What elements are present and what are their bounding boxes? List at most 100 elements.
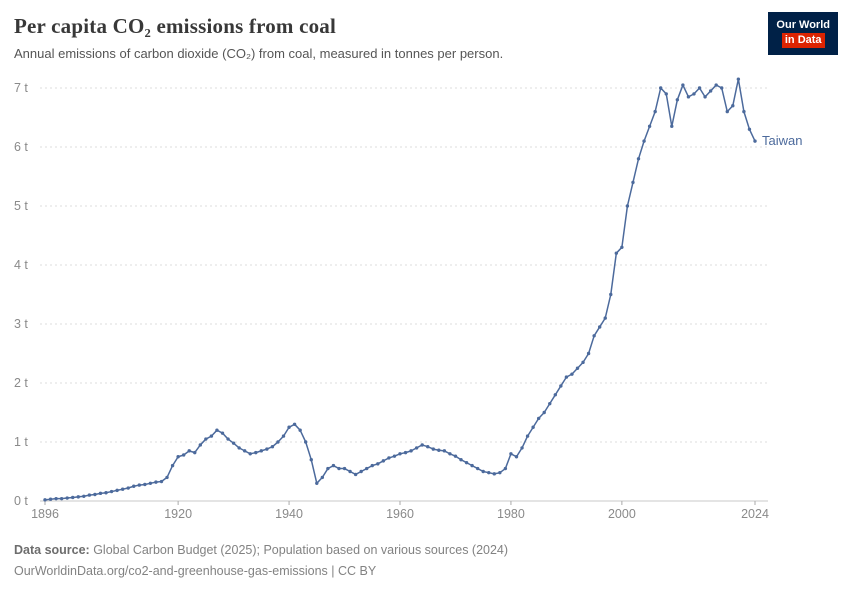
data-point [292, 422, 297, 426]
data-point [87, 493, 92, 497]
data-point [503, 466, 508, 471]
data-point [137, 483, 141, 487]
data-point [475, 466, 480, 471]
data-point [98, 491, 103, 496]
data-point [609, 292, 613, 297]
data-point [520, 446, 524, 450]
data-point [614, 251, 619, 255]
data-source-text: Global Carbon Budget (2025); Population … [89, 543, 509, 557]
data-point [625, 204, 630, 208]
data-point [154, 480, 158, 484]
data-point [542, 410, 546, 415]
data-point [132, 484, 136, 488]
data-point [93, 492, 97, 497]
data-point [409, 449, 413, 453]
data-point [276, 440, 280, 444]
data-point [392, 454, 397, 458]
data-point [104, 491, 108, 495]
data-point [470, 463, 474, 468]
data-point [536, 416, 541, 421]
data-point [259, 449, 264, 453]
data-point [420, 443, 424, 447]
data-point [165, 475, 169, 480]
data-point [82, 494, 86, 498]
data-point [703, 95, 707, 99]
data-point [187, 449, 191, 453]
data-point [309, 458, 313, 462]
taiwan-line [44, 78, 756, 501]
x-axis-label: 1940 [275, 507, 303, 521]
data-point [370, 463, 374, 468]
data-point [237, 446, 241, 450]
data-point [636, 157, 641, 161]
data-point [653, 109, 657, 114]
data-point [592, 334, 596, 338]
data-point [453, 454, 458, 458]
data-point [65, 496, 69, 500]
data-point [731, 104, 735, 108]
data-point [564, 375, 569, 379]
data-point [742, 109, 746, 114]
data-point [198, 443, 203, 447]
data-point [531, 425, 535, 429]
data-point [270, 445, 275, 449]
data-point [620, 245, 624, 249]
chart-footer: Data source: Global Carbon Budget (2025)… [0, 532, 850, 581]
data-point [647, 124, 652, 129]
data-point [509, 452, 513, 456]
x-axis-label: 1920 [164, 507, 192, 521]
data-point [231, 441, 236, 445]
data-point [59, 496, 64, 501]
data-point [514, 455, 519, 459]
emissions-line-chart: 0 t 1 t 2 t 3 t 4 t 5 t 6 t 7 t 1896 1920 1940 1960… [14, 77, 802, 521]
data-point [126, 486, 130, 490]
data-point [209, 434, 214, 438]
data-point [48, 497, 53, 501]
data-point [670, 124, 674, 129]
data-point [76, 495, 80, 499]
data-point [143, 482, 147, 487]
data-point [365, 466, 369, 471]
data-point [681, 83, 685, 87]
data-point [109, 489, 114, 494]
data-point [248, 452, 252, 456]
data-point [525, 434, 530, 438]
x-axis-label: 1980 [497, 507, 525, 521]
series-end-label: Taiwan [762, 133, 802, 148]
data-source-label: Data source: [14, 543, 90, 557]
data-point [331, 463, 336, 468]
data-point [575, 366, 580, 370]
citation-line: OurWorldinData.org/co2-and-greenhouse-ga… [14, 563, 377, 578]
data-point [381, 459, 386, 463]
data-point [220, 431, 225, 435]
logo-line-2: in Data [781, 33, 825, 48]
y-axis-label: 3 t [14, 317, 28, 331]
data-point [481, 469, 485, 474]
y-axis-label: 0 t [14, 494, 28, 508]
data-point [359, 469, 363, 474]
data-point [747, 127, 752, 131]
data-point [686, 95, 691, 99]
data-point [353, 472, 358, 477]
data-point [403, 450, 408, 455]
data-point [581, 360, 585, 365]
y-axis-label: 2 t [14, 376, 28, 390]
data-point [387, 456, 391, 460]
data-point [487, 470, 491, 475]
data-point [714, 83, 718, 87]
data-point [342, 466, 347, 471]
data-point [570, 372, 574, 376]
data-point [426, 445, 430, 449]
data-point [226, 437, 230, 441]
data-point [320, 475, 325, 480]
data-point [753, 139, 757, 143]
data-point [725, 109, 729, 114]
data-point [176, 455, 180, 459]
data-point [464, 460, 469, 465]
x-axis-label: 2024 [741, 507, 769, 521]
data-point [642, 139, 646, 143]
data-point [720, 86, 724, 90]
data-point [697, 86, 702, 90]
data-point [298, 428, 302, 432]
